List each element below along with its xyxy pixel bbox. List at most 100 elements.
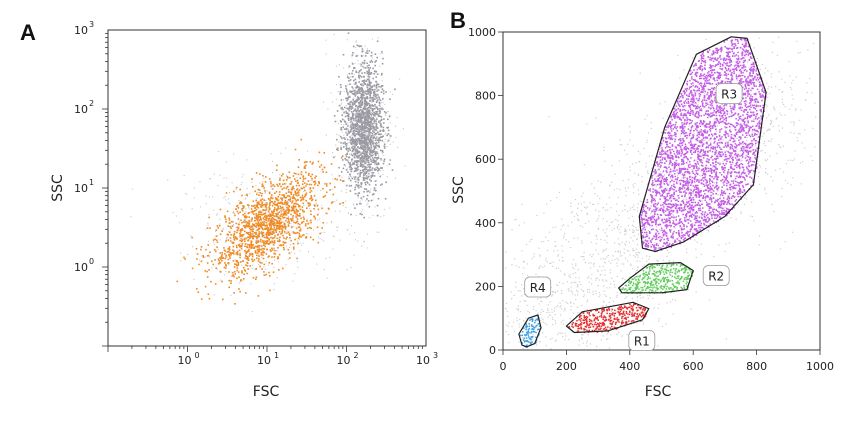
event-point: [325, 212, 328, 215]
event-point: [349, 101, 351, 104]
event-point: [256, 237, 258, 240]
event-point: [372, 130, 374, 132]
background-event: [683, 198, 685, 200]
background-event: [635, 227, 637, 229]
event-point: [250, 242, 252, 244]
event-point: [290, 239, 292, 242]
event-point: [360, 112, 362, 114]
event-point: [355, 169, 358, 172]
background-event: [658, 320, 660, 322]
event-point: [273, 232, 275, 234]
event-point: [362, 84, 364, 86]
event-point: [376, 180, 378, 182]
event-point: [251, 253, 253, 256]
background-event: [569, 318, 571, 320]
event-point: [260, 242, 262, 244]
event-point: [273, 228, 275, 231]
event-point: [246, 204, 249, 206]
event-point: [273, 185, 276, 188]
event-point: [238, 200, 240, 202]
event-point: [389, 137, 391, 139]
background-event: [668, 164, 670, 166]
event-point: [259, 265, 261, 268]
event-point: [221, 252, 223, 254]
event-point: [338, 104, 341, 107]
event-point: [224, 267, 227, 269]
background-event: [700, 253, 702, 255]
event-point: [276, 164, 278, 167]
event-point: [359, 103, 361, 105]
event-point: [239, 244, 242, 247]
event-point: [296, 258, 298, 260]
background-event: [791, 94, 793, 96]
background-event: [634, 272, 636, 274]
event-point: [267, 198, 270, 200]
background-event: [669, 131, 671, 133]
event-point: [213, 243, 215, 245]
event-point: [241, 234, 243, 236]
event-point: [202, 255, 204, 257]
event-point: [323, 231, 325, 233]
event-point: [335, 84, 337, 86]
event-point: [376, 98, 378, 100]
event-point: [298, 204, 300, 207]
event-point: [348, 67, 350, 69]
event-point: [255, 239, 257, 241]
event-point: [295, 200, 297, 202]
event-point: [167, 179, 169, 181]
background-event: [729, 103, 731, 105]
event-point: [358, 151, 360, 153]
background-event: [619, 255, 621, 257]
event-point: [345, 206, 347, 208]
event-point: [292, 185, 294, 188]
background-event: [536, 214, 538, 217]
event-point: [377, 142, 379, 144]
background-event: [724, 206, 726, 209]
background-event: [690, 308, 692, 310]
event-point: [349, 190, 352, 192]
event-point: [366, 182, 369, 184]
event-point: [360, 135, 362, 137]
background-event: [775, 118, 777, 120]
background-event: [692, 222, 694, 224]
event-point: [359, 122, 361, 124]
event-point: [287, 208, 289, 211]
event-point: [283, 242, 286, 244]
background-event: [691, 138, 693, 140]
event-point: [236, 205, 238, 208]
background-event: [514, 219, 516, 221]
event-point: [220, 257, 222, 259]
background-event: [588, 289, 590, 291]
event-point: [284, 228, 287, 230]
event-point: [275, 197, 277, 199]
event-point: [365, 171, 368, 173]
event-point: [367, 202, 369, 204]
event-point: [244, 245, 246, 247]
event-point: [214, 283, 217, 285]
event-point: [279, 226, 282, 228]
event-point: [292, 206, 295, 208]
event-point: [267, 233, 270, 235]
event-point: [217, 258, 220, 260]
event-point: [366, 150, 369, 153]
event-point: [238, 208, 240, 210]
background-event: [617, 224, 620, 226]
background-event: [607, 209, 609, 211]
event-point: [379, 149, 382, 152]
event-point: [354, 140, 357, 143]
background-event: [741, 158, 743, 160]
event-point: [288, 220, 290, 223]
event-point: [342, 146, 345, 148]
event-point: [372, 94, 375, 97]
event-point: [312, 256, 314, 258]
event-point: [366, 130, 368, 133]
event-point: [273, 215, 276, 217]
event-point: [226, 210, 229, 213]
event-point: [277, 212, 279, 214]
background-event: [530, 239, 532, 241]
event-point: [207, 224, 209, 226]
event-point: [239, 211, 241, 213]
background-event: [717, 108, 719, 110]
event-point: [316, 263, 318, 265]
background-event: [726, 150, 728, 152]
